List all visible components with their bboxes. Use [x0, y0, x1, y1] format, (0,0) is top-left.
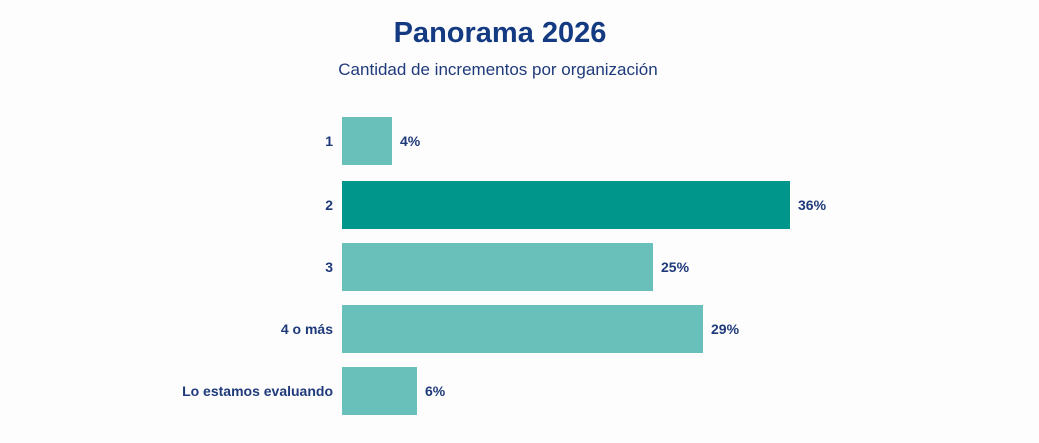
bar-row: 2 36%: [0, 181, 1039, 229]
bar: [342, 243, 653, 291]
category-label: 1: [325, 133, 333, 149]
bar: [342, 181, 790, 229]
category-label: Lo estamos evaluando: [182, 383, 333, 399]
category-label: 4 o más: [280, 321, 333, 337]
value-label: 4%: [400, 133, 421, 149]
bar-row: 4 o más 29%: [0, 305, 1039, 353]
value-label: 25%: [661, 259, 690, 275]
value-label: 6%: [425, 383, 446, 399]
category-label: 3: [325, 259, 333, 275]
bar: [342, 305, 703, 353]
category-label: 2: [325, 197, 333, 213]
chart-subtitle: Cantidad de incrementos por organización: [338, 60, 658, 79]
bar: [342, 117, 392, 165]
value-label: 36%: [798, 197, 827, 213]
bar-row: Lo estamos evaluando 6%: [0, 367, 1039, 415]
bar-row: 1 4%: [0, 117, 1039, 165]
chart-title: Panorama 2026: [393, 17, 607, 49]
bar-row: 3 25%: [0, 243, 1039, 291]
bar: [342, 367, 417, 415]
value-label: 29%: [711, 321, 740, 337]
